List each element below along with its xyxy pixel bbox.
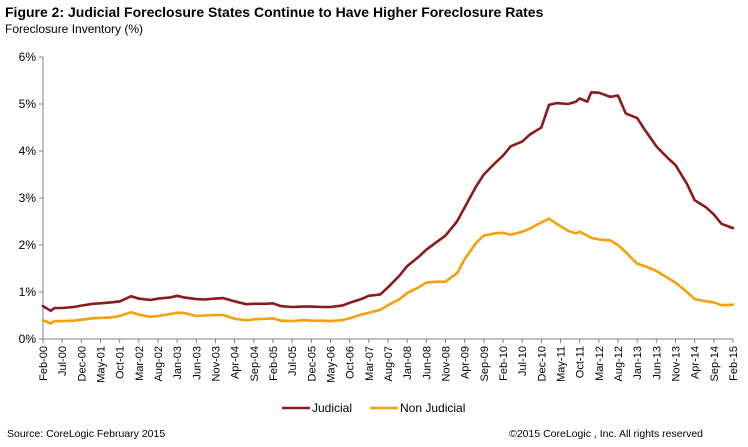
x-tick-label: Mar-12 (594, 346, 606, 381)
x-tick-label: Sep-14 (709, 346, 721, 381)
legend-label-non-judicial: Non Judicial (400, 401, 465, 415)
y-tick-label: 6% (19, 50, 37, 64)
x-tick-label: Feb-10 (498, 346, 510, 381)
x-tick-label: Dec-05 (306, 346, 318, 381)
x-tick-label: Jan-13 (632, 346, 644, 380)
x-tick-label: Aug-07 (383, 346, 395, 381)
y-tick-label: 4% (19, 144, 37, 158)
x-tick-label: Jan-03 (172, 346, 184, 380)
x-tick-label: Dec-10 (536, 346, 548, 381)
x-tick-label: Jul-05 (287, 346, 299, 376)
x-tick-label: Sep-04 (249, 346, 261, 381)
x-tick-label: Jun-08 (421, 346, 433, 380)
x-tick-label: Nov-08 (441, 346, 453, 381)
x-tick-label: Dec-00 (76, 346, 88, 381)
source-note: Source: CoreLogic February 2015 (7, 428, 166, 440)
y-tick-label: 2% (19, 238, 37, 252)
y-tick-label: 5% (19, 97, 37, 111)
x-tick-label: Apr-09 (460, 346, 472, 379)
y-tick-label: 1% (19, 285, 37, 299)
x-tick-label: Apr-04 (230, 346, 242, 379)
chart-subtitle: Foreclosure Inventory (%) (5, 22, 144, 36)
x-tick-label: Oct-11 (575, 346, 587, 378)
x-tick-label: May-01 (96, 346, 108, 383)
x-tick-label: Apr-14 (690, 346, 702, 379)
x-tick-label: Oct-01 (115, 346, 127, 379)
x-tick-label: Feb-05 (268, 346, 280, 381)
x-tick-label: Aug-12 (613, 346, 625, 381)
x-tick-label: Jun-13 (651, 346, 663, 380)
y-tick-label: 0% (19, 332, 37, 346)
x-tick-label: Jun-03 (191, 346, 203, 380)
x-tick-label: Nov-13 (671, 346, 683, 381)
x-tick-label: Feb-15 (728, 346, 740, 381)
copyright-note: ©2015 CoreLogic , Inc. All rights reserv… (509, 428, 703, 440)
chart-title: Figure 2: Judicial Foreclosure States Co… (5, 4, 544, 20)
x-tick-label: Oct-06 (345, 346, 357, 379)
series-line-non-judicial (41, 217, 735, 325)
legend-label-judicial: Judicial (312, 401, 352, 415)
x-tick-label: Mar-07 (364, 346, 376, 381)
x-tick-label: Mar-02 (134, 346, 146, 381)
x-tick-label: Jan-08 (402, 346, 414, 380)
x-tick-label: Jul-10 (517, 346, 529, 376)
x-tick-label: Aug-02 (153, 346, 165, 381)
x-tick-label: Sep-09 (479, 346, 491, 381)
y-tick-label: 3% (19, 191, 37, 205)
x-tick-label: Jul-00 (57, 346, 69, 376)
x-tick-label: Feb-00 (38, 346, 50, 381)
series-line-judicial (41, 91, 735, 313)
x-tick-label: May-11 (556, 346, 568, 382)
x-tick-label: May-06 (326, 346, 338, 383)
x-tick-label: Nov-03 (211, 346, 223, 381)
